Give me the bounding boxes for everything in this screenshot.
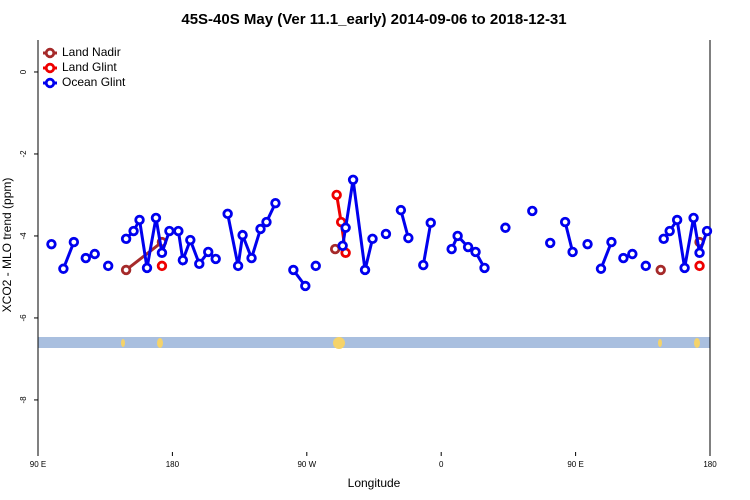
- point: [337, 240, 348, 251]
- point: [425, 217, 436, 229]
- point: [470, 246, 481, 258]
- point: [288, 264, 299, 276]
- point: [527, 205, 538, 217]
- chart-title: 45S-40S May (Ver 11.1_early) 2014-09-06 …: [181, 11, 566, 28]
- point: [46, 238, 57, 250]
- point: [347, 174, 359, 185]
- legend-label: Ocean Glint: [62, 75, 126, 89]
- point: [173, 225, 184, 237]
- point: [500, 222, 511, 233]
- point: [270, 197, 281, 209]
- point: [300, 280, 311, 292]
- point: [395, 204, 407, 216]
- legend-marker: [44, 77, 56, 89]
- point: [194, 258, 205, 270]
- point: [664, 225, 675, 237]
- point: [68, 236, 80, 248]
- point: [582, 238, 593, 250]
- point: [627, 248, 638, 260]
- point: [694, 247, 705, 258]
- point: [128, 225, 139, 237]
- x-tick-label: 90 E: [30, 460, 46, 469]
- point: [545, 237, 556, 249]
- point: [688, 212, 699, 224]
- point: [694, 260, 705, 272]
- x-axis-label: Longitude: [348, 476, 401, 490]
- point: [462, 241, 474, 253]
- point: [141, 262, 153, 274]
- point: [559, 216, 571, 228]
- point: [367, 233, 378, 245]
- y-tick-label: -8: [19, 396, 28, 404]
- point: [359, 264, 371, 276]
- y-tick-label: -6: [19, 314, 28, 322]
- point: [255, 223, 266, 235]
- point: [331, 189, 342, 201]
- point: [310, 260, 321, 272]
- x-tick-label: 90 E: [567, 460, 583, 469]
- point: [452, 230, 463, 242]
- point: [156, 260, 168, 272]
- point: [340, 222, 351, 233]
- y-tick-label: -2: [19, 150, 28, 158]
- y-axis-label: XCO2 - MLO trend (ppm): [0, 178, 14, 313]
- point: [102, 260, 114, 272]
- point: [655, 264, 666, 276]
- map-strip: [38, 337, 710, 349]
- point: [246, 252, 257, 264]
- point: [80, 252, 91, 264]
- x-tick-label: 90 W: [297, 460, 316, 469]
- point: [618, 252, 629, 264]
- x-tick-label: 0: [439, 460, 444, 469]
- point: [671, 214, 683, 226]
- point: [658, 233, 669, 245]
- point: [380, 228, 392, 240]
- point: [89, 248, 100, 260]
- legend-label: Land Nadir: [62, 45, 121, 59]
- series-line: [337, 195, 700, 266]
- point: [261, 216, 272, 228]
- point: [203, 246, 214, 258]
- point: [679, 262, 690, 274]
- y-tick-label: 0: [19, 69, 28, 74]
- point: [606, 236, 617, 248]
- point: [150, 212, 162, 224]
- point: [418, 259, 429, 271]
- point: [120, 233, 132, 245]
- legend-marker: [44, 47, 56, 59]
- legend-marker: [44, 62, 56, 74]
- point: [403, 232, 414, 244]
- point: [177, 254, 189, 266]
- legend-label: Land Glint: [62, 60, 117, 74]
- point: [222, 208, 233, 220]
- point: [479, 262, 490, 274]
- point: [640, 260, 651, 272]
- x-tick-label: 180: [166, 460, 180, 469]
- point: [156, 247, 168, 258]
- point: [237, 229, 248, 241]
- point: [185, 234, 196, 246]
- point: [701, 225, 713, 237]
- point: [58, 263, 69, 274]
- point: [232, 260, 244, 272]
- point: [210, 253, 221, 265]
- x-tick-label: 180: [703, 460, 717, 469]
- point: [595, 263, 607, 274]
- point: [134, 214, 145, 226]
- point: [567, 246, 578, 258]
- y-tick-label: -4: [19, 232, 28, 240]
- point: [120, 264, 132, 276]
- point: [446, 243, 457, 255]
- point: [164, 225, 175, 237]
